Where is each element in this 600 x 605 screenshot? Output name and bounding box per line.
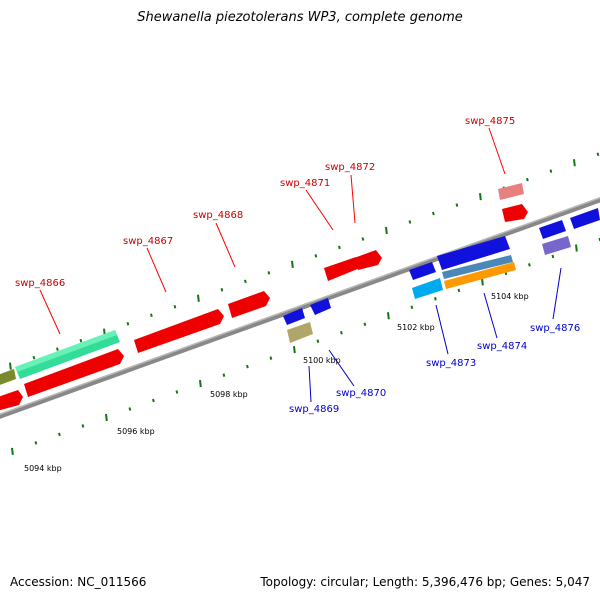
gene-label[interactable]: swp_4876 bbox=[530, 323, 580, 334]
tick-mark bbox=[59, 433, 60, 436]
gene-label[interactable]: swp_4869 bbox=[289, 404, 339, 415]
tick-mark bbox=[130, 407, 131, 410]
tick-mark bbox=[553, 255, 554, 258]
tick-mark bbox=[482, 278, 483, 285]
gene-feature[interactable] bbox=[324, 257, 360, 281]
tick-mark bbox=[294, 346, 295, 353]
tick-mark bbox=[341, 331, 342, 334]
gene-label[interactable]: swp_4867 bbox=[123, 236, 173, 247]
tick-mark bbox=[175, 305, 176, 308]
tick-mark bbox=[269, 271, 270, 274]
tick-mark bbox=[363, 237, 364, 240]
gene-feature[interactable] bbox=[412, 278, 443, 299]
tick-mark bbox=[57, 348, 58, 351]
tick-mark bbox=[292, 261, 293, 268]
tick-mark bbox=[81, 339, 82, 342]
genome-summary-text: Topology: circular; Length: 5,396,476 bp… bbox=[260, 575, 590, 589]
gene-label[interactable]: swp_4873 bbox=[426, 358, 476, 369]
tick-mark bbox=[574, 159, 575, 166]
tick-mark bbox=[339, 246, 340, 249]
tick-mark bbox=[153, 399, 154, 402]
gene-feature[interactable] bbox=[498, 183, 524, 200]
tick-mark bbox=[412, 306, 413, 309]
gene-feature[interactable] bbox=[228, 291, 270, 318]
tick-mark bbox=[316, 254, 317, 257]
tick-mark bbox=[480, 193, 481, 200]
gene-feature[interactable] bbox=[502, 204, 528, 222]
tick-mark bbox=[459, 289, 460, 292]
tick-mark bbox=[128, 322, 129, 325]
tick-mark bbox=[271, 357, 272, 360]
gene-feature[interactable] bbox=[287, 322, 313, 343]
tick-mark bbox=[106, 414, 107, 421]
scale-label: 5096 kbp bbox=[117, 427, 155, 436]
tick-mark bbox=[386, 227, 387, 234]
tick-mark bbox=[151, 314, 152, 317]
tick-mark bbox=[224, 374, 225, 377]
accession-text: Accession: NC_011566 bbox=[10, 575, 146, 589]
tick-mark bbox=[83, 424, 84, 427]
gene-feature[interactable] bbox=[354, 250, 382, 270]
scale-label: 5094 kbp bbox=[24, 464, 62, 473]
tick-mark bbox=[177, 391, 178, 394]
gene-label[interactable]: swp_4872 bbox=[325, 162, 375, 173]
gene-label[interactable]: swp_4870 bbox=[336, 388, 386, 399]
tick-mark bbox=[551, 170, 552, 173]
gene-label[interactable]: swp_4868 bbox=[193, 210, 243, 221]
tick-mark bbox=[200, 380, 201, 387]
gene-feature[interactable] bbox=[0, 369, 16, 386]
tick-mark bbox=[36, 441, 37, 444]
tick-mark bbox=[365, 323, 366, 326]
scale-label: 5098 kbp bbox=[210, 390, 248, 399]
forward-strand-genes bbox=[0, 183, 528, 411]
tick-mark bbox=[388, 312, 389, 319]
tick-mark bbox=[12, 448, 13, 455]
gene-feature[interactable] bbox=[542, 236, 571, 255]
tick-mark bbox=[198, 295, 199, 302]
gene-label[interactable]: swp_4875 bbox=[465, 116, 515, 127]
gene-feature[interactable] bbox=[134, 309, 224, 353]
scale-label: 5100 kbp bbox=[303, 356, 341, 365]
gene-label[interactable]: swp_4871 bbox=[280, 178, 330, 189]
tick-mark bbox=[576, 244, 577, 251]
tick-mark bbox=[433, 212, 434, 215]
tick-mark bbox=[247, 365, 248, 368]
tick-mark bbox=[245, 280, 246, 283]
tick-mark bbox=[457, 204, 458, 207]
gene-label[interactable]: swp_4874 bbox=[477, 341, 527, 352]
scale-label: 5102 kbp bbox=[397, 323, 435, 332]
scale-label: 5104 kbp bbox=[491, 292, 529, 301]
tick-mark bbox=[222, 288, 223, 291]
tick-mark bbox=[529, 263, 530, 266]
tick-mark bbox=[527, 178, 528, 181]
tick-mark bbox=[410, 221, 411, 224]
tick-mark bbox=[435, 297, 436, 300]
genome-title: Shewanella piezotolerans WP3, complete g… bbox=[0, 10, 600, 25]
tick-mark bbox=[34, 356, 35, 359]
tick-mark bbox=[598, 153, 599, 156]
tick-mark bbox=[318, 340, 319, 343]
tick-mark bbox=[10, 363, 11, 370]
gene-label[interactable]: swp_4866 bbox=[15, 278, 65, 289]
